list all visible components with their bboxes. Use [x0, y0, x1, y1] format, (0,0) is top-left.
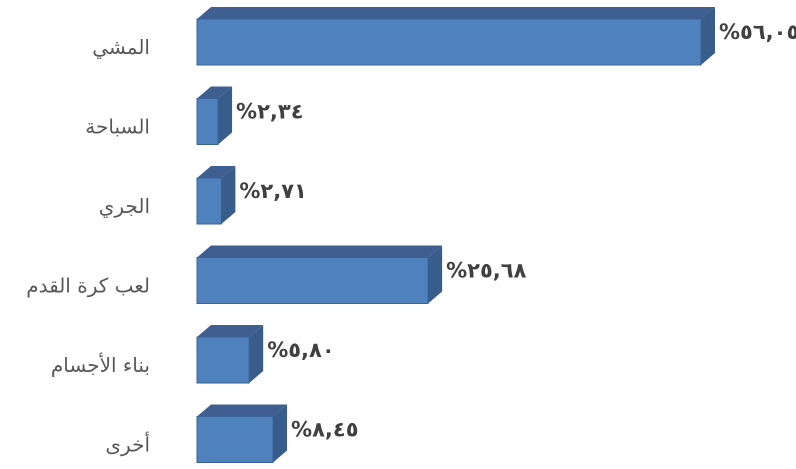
bar-top-face	[197, 7, 715, 19]
bar-front-face	[196, 18, 702, 66]
category-label: أخرى	[105, 432, 150, 457]
bar-front-face	[196, 177, 222, 225]
bar-front-face	[196, 98, 219, 145]
data-label: %٢,٣٤	[236, 100, 303, 124]
bars-layer	[196, 7, 715, 463]
bar-top-face	[197, 245, 443, 258]
data-label: %٨,٤٥	[291, 418, 358, 442]
data-label: %٢٥,٦٨	[446, 259, 526, 283]
bar-side-face	[428, 245, 443, 304]
bar-side-face	[701, 7, 715, 65]
bar-front-face	[196, 416, 274, 463]
category-label: السباحة	[85, 115, 150, 139]
bar-1	[196, 86, 233, 145]
bar-2	[196, 166, 236, 225]
data-label: %٥,٨٠	[267, 338, 334, 362]
data-label: %٥٦,٠٥	[719, 20, 796, 44]
category-label: بناء الأجسام	[51, 353, 150, 377]
bar-top-face	[197, 325, 264, 337]
bar-0	[196, 7, 715, 66]
bar-3	[196, 245, 443, 304]
bar-side-face	[249, 325, 264, 383]
category-label: المشي	[92, 35, 150, 60]
bar-top-face	[197, 86, 233, 99]
labels-layer: المشي %٥٦,٠٥ السباحة %٢,٣٤ الجري %٢,٧١ لعب كرة…	[26, 20, 796, 457]
bar-4	[196, 325, 264, 384]
bar-side-face	[273, 404, 288, 463]
data-label: %٢,٧١	[239, 179, 306, 203]
category-label: الجري	[99, 194, 150, 219]
bar-side-face	[218, 86, 233, 145]
category-label: لعب كرة القدم	[26, 274, 150, 298]
bar-front-face	[196, 336, 250, 384]
bar-front-face	[196, 257, 429, 304]
bar-top-face	[197, 166, 236, 178]
bar-5	[196, 404, 288, 463]
bar-side-face	[221, 166, 236, 224]
bar-top-face	[197, 404, 288, 417]
